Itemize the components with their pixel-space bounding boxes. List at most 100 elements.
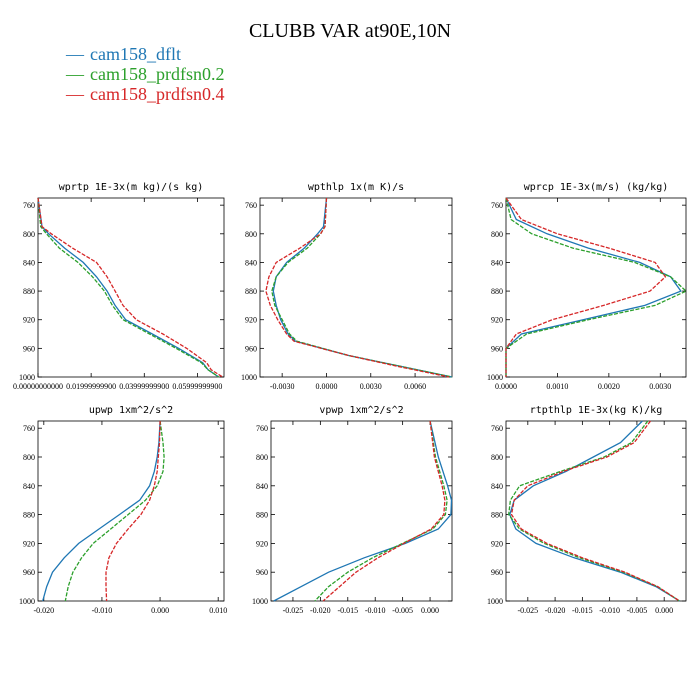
y-tick-label: 760 [256,424,268,433]
x-tick-label: -0.005 [627,606,648,615]
y-tick-label: 800 [245,230,257,239]
y-tick-label: 1000 [252,597,268,606]
y-tick-label: 800 [491,453,503,462]
panel-title: wprcp 1E-3x(m/s) (kg/kg) [524,182,669,193]
legend-item: — cam158_prdfsn0.4 [66,84,224,104]
x-tick-label: 0.0000 [495,382,517,391]
y-tick-label: 960 [23,568,35,577]
y-tick-label: 800 [491,230,503,239]
y-tick-label: 1000 [19,597,35,606]
y-tick-label: 920 [491,316,503,325]
x-tick-label: 0.01999999900 [66,382,116,391]
legend-item: — cam158_prdfsn0.2 [66,64,224,84]
x-tick-label: 0.03999999900 [119,382,169,391]
x-tick-label: 0.00000000000 [13,382,63,391]
series-line [42,420,161,602]
legend-label: cam158_prdfsn0.2 [90,64,225,84]
x-tick-label: 0.0030 [649,382,671,391]
y-tick-label: 920 [23,316,35,325]
legend-label: cam158_prdfsn0.4 [90,84,225,104]
y-tick-label: 960 [491,344,503,353]
panel-title: wprtp 1E-3x(m kg)/(s kg) [59,182,204,193]
x-tick-label: 0.0010 [546,382,568,391]
y-tick-label: 880 [256,511,268,520]
y-tick-label: 880 [23,511,35,520]
chart-panel: upwp 1xm^2/s^27608008408809209601000-0.0… [19,405,227,615]
x-tick-label: -0.010 [365,606,386,615]
chart-panel: wprtp 1E-3x(m kg)/(s kg) 760 800 840 880 920 9… [13,182,225,391]
plot-frame [259,197,453,378]
chart-panel: rtpthlp 1E-3x(kg K)/kg 760 800 840 880 920 960… [487,405,687,615]
x-tick-label: 0.0020 [598,382,620,391]
x-tick-label: -0.005 [392,606,413,615]
plot-frame [270,420,453,602]
x-tick-label: 0.0000 [315,382,337,391]
chart-panel: wprcp 1E-3x(m/s) (kg/kg) 760 800 840 880 920 9… [487,182,688,391]
plot-frame [37,420,225,602]
series-line [322,420,446,602]
series-line [37,197,220,378]
x-tick-label: 0.0030 [360,382,382,391]
chart-panel: wpthlp 1x(m K)/s 760 800 840 880 920 960 1000 -0… [241,182,453,391]
y-tick-label: 920 [23,539,35,548]
y-tick-label: 760 [23,424,35,433]
series-line [314,420,448,602]
series-line [37,197,224,378]
figure-title: CLUBB VAR at90E,10N [248,20,452,42]
y-tick-label: 1000 [487,597,503,606]
x-tick-label: -0.010 [599,606,620,615]
y-tick-label: 960 [491,568,503,577]
x-tick-label: 0.0060 [404,382,426,391]
series-line [508,420,680,602]
y-tick-label: 840 [245,258,257,267]
series-line [505,197,667,377]
legend-label: cam158_dflt [90,44,181,64]
series-line [105,420,161,602]
y-tick-label: 960 [23,344,35,353]
y-tick-label: 840 [256,482,268,491]
x-tick-label: -0.020 [33,606,54,615]
y-tick-label: 760 [245,201,257,210]
x-tick-label: -0.025 [283,606,304,615]
y-tick-label: 840 [23,482,35,491]
x-tick-label: -0.010 [92,606,113,615]
y-tick-label: 880 [245,287,257,296]
x-tick-label: -0.025 [517,606,538,615]
x-tick-label: -0.0030 [270,382,295,391]
plot-frame [505,420,687,602]
y-tick-label: 880 [491,511,503,520]
y-tick-label: 960 [245,344,257,353]
series-line [273,420,453,602]
y-tick-label: 880 [491,287,503,296]
y-tick-label: 840 [491,258,503,267]
x-tick-label: 0.010 [209,606,227,615]
series-line [509,420,680,602]
y-tick-label: 920 [491,539,503,548]
y-tick-label: 920 [245,316,257,325]
y-tick-label: 880 [23,287,35,296]
series-line [271,197,453,378]
plot-frame [37,197,225,378]
y-tick-label: 960 [256,568,268,577]
x-tick-label: 0.000 [655,606,673,615]
x-tick-label: -0.015 [572,606,593,615]
y-tick-label: 1000 [19,373,35,382]
legend-line-swatch: — [66,64,84,84]
panel-title: vpwp 1xm^2/s^2 [319,405,403,416]
y-tick-label: 840 [23,258,35,267]
series-line [272,197,453,378]
y-tick-label: 760 [491,201,503,210]
series-line [265,197,450,378]
y-tick-label: 840 [491,482,503,491]
x-tick-label: -0.020 [545,606,566,615]
panel-title: upwp 1xm^2/s^2 [89,405,173,416]
y-tick-label: 760 [23,201,35,210]
x-tick-label: -0.020 [310,606,331,615]
y-tick-label: 800 [23,230,35,239]
y-tick-label: 800 [256,453,268,462]
y-tick-label: 1000 [241,373,257,382]
series-line [505,197,688,377]
chart-panel: vpwp 1xm^2/s^2 760 800 840 880 920 960 1000 -0.0… [252,405,453,615]
x-tick-label: 0.000 [151,606,169,615]
